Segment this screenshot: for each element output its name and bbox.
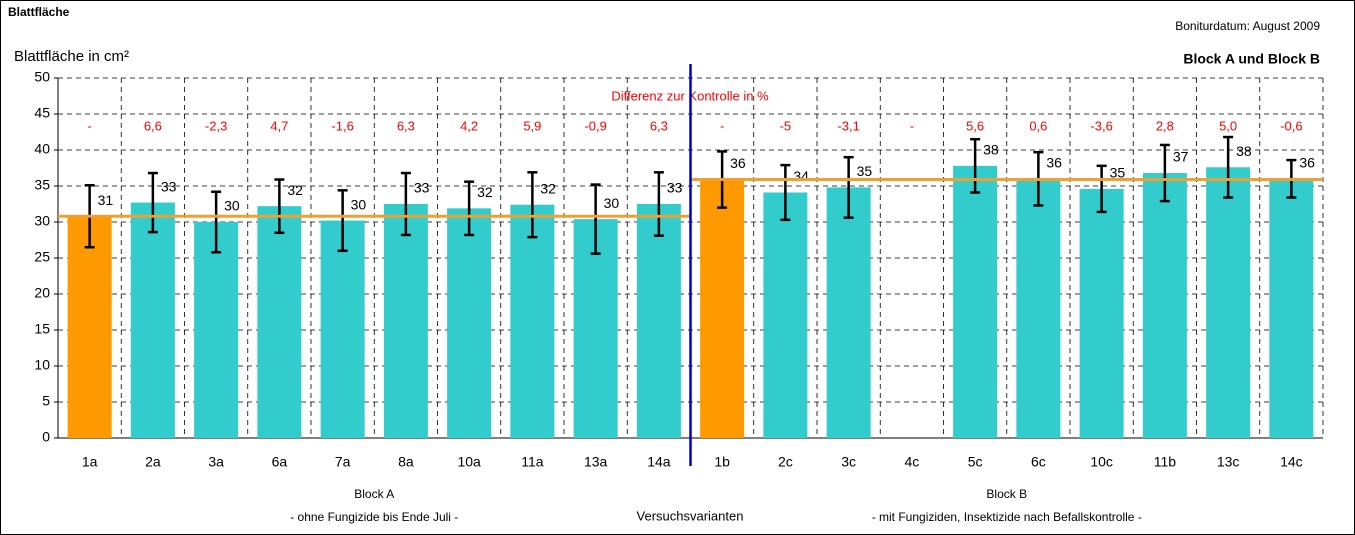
difference-label: 5,9 (523, 118, 541, 133)
x-tick-label: 11b (1154, 454, 1177, 470)
bar (67, 216, 112, 438)
value-label: 38 (1236, 143, 1252, 159)
value-label: 30 (351, 196, 367, 212)
bar (953, 165, 998, 438)
difference-label: 5,6 (966, 118, 984, 133)
difference-label: 5,0 (1219, 118, 1237, 133)
value-label: 36 (730, 155, 746, 171)
bar (320, 220, 365, 438)
value-label: 38 (983, 142, 999, 158)
bar (447, 208, 492, 438)
x-tick-label: 3c (841, 454, 856, 470)
bar (1142, 173, 1187, 439)
x-axis-label: Versuchsvarianten (637, 508, 744, 523)
difference-label: 2,8 (1156, 118, 1174, 133)
difference-label: -3,6 (1090, 118, 1112, 133)
y-tick-label: 10 (34, 357, 50, 373)
x-tick-label: 10c (1090, 454, 1113, 470)
y-tick-label: 20 (34, 285, 50, 301)
bar (1016, 178, 1061, 439)
y-tick-label: 35 (34, 177, 50, 193)
subtitle: Boniturdatum: August 2009 (1175, 19, 1320, 33)
x-tick-label: 8a (398, 454, 414, 470)
bar (636, 204, 681, 438)
difference-label: -5 (780, 118, 792, 133)
y-tick-label: 30 (34, 213, 50, 229)
value-label: 33 (414, 180, 430, 196)
x-tick-label: 1a (82, 454, 98, 470)
difference-label: -1,6 (331, 118, 353, 133)
value-label: 30 (224, 198, 240, 214)
x-tick-label: 14a (647, 454, 671, 470)
heading: Block A und Block B (1183, 51, 1320, 67)
difference-label: 4,7 (270, 118, 288, 133)
y-tick-label: 40 (34, 141, 50, 157)
x-tick-label: 4c (904, 454, 919, 470)
difference-label: - (720, 118, 724, 133)
difference-label: 4,2 (460, 118, 478, 133)
difference-label: 6,3 (397, 118, 415, 133)
x-tick-label: 6c (1031, 454, 1046, 470)
x-tick-label: 13a (584, 454, 608, 470)
x-tick-label: 7a (335, 454, 351, 470)
bar (383, 204, 428, 438)
x-tick-label: 14c (1280, 454, 1303, 470)
value-label: 36 (1299, 155, 1315, 171)
difference-label: -0,9 (584, 118, 606, 133)
value-label: 33 (161, 178, 177, 194)
y-tick-label: 50 (34, 69, 50, 85)
difference-label: - (87, 118, 91, 133)
difference-label: -0,6 (1280, 118, 1302, 133)
y-tick-label: 5 (42, 393, 50, 409)
x-tick-label: 11a (521, 454, 544, 470)
x-tick-label: 10a (457, 454, 481, 470)
bar (1206, 167, 1251, 438)
bar (194, 222, 239, 438)
x-tick-label: 1b (714, 454, 730, 470)
y-tick-label: 0 (42, 429, 50, 445)
value-label: 37 (1173, 149, 1189, 165)
value-label: 31 (98, 192, 114, 208)
bar (573, 219, 618, 438)
group-label: Block A (354, 487, 394, 501)
bar (826, 187, 871, 438)
difference-label: - (910, 118, 914, 133)
group-note: - ohne Fungizide bis Ende Juli - (290, 510, 458, 524)
group-label: Block B (986, 487, 1027, 501)
y-tick-label: 45 (34, 105, 50, 121)
value-label: 36 (1046, 155, 1062, 171)
bar (130, 202, 175, 438)
x-tick-label: 2a (145, 454, 161, 470)
difference-label: -3,1 (837, 118, 859, 133)
difference-label: 0,6 (1029, 118, 1047, 133)
value-label: 33 (667, 180, 683, 196)
x-tick-label: 2c (778, 454, 793, 470)
y-tick-label: 15 (34, 321, 50, 337)
chart-title: Blattfläche (8, 5, 70, 19)
x-tick-label: 6a (272, 454, 288, 470)
value-label: 32 (287, 182, 303, 198)
difference-label: 6,6 (144, 118, 162, 133)
x-tick-label: 5c (968, 454, 983, 470)
value-label: 35 (857, 163, 873, 179)
value-label: 35 (1110, 165, 1126, 181)
bar (1269, 178, 1314, 439)
bar (1079, 188, 1124, 438)
x-tick-label: 13c (1217, 454, 1240, 470)
bar (257, 206, 302, 438)
bar (700, 179, 745, 438)
bar (510, 204, 555, 438)
difference-label: 6,3 (650, 118, 668, 133)
y-tick-label: 25 (34, 249, 50, 265)
group-note: - mit Fungiziden, Insektizide nach Befal… (872, 510, 1142, 524)
value-label: 32 (477, 184, 493, 200)
y-axis-label: Blattfläche in cm² (14, 48, 129, 65)
value-label: 30 (604, 195, 620, 211)
difference-label: -2,3 (205, 118, 227, 133)
value-label: 34 (793, 168, 809, 184)
value-label: 32 (540, 180, 556, 196)
bar (763, 192, 808, 438)
x-tick-label: 3a (208, 454, 224, 470)
